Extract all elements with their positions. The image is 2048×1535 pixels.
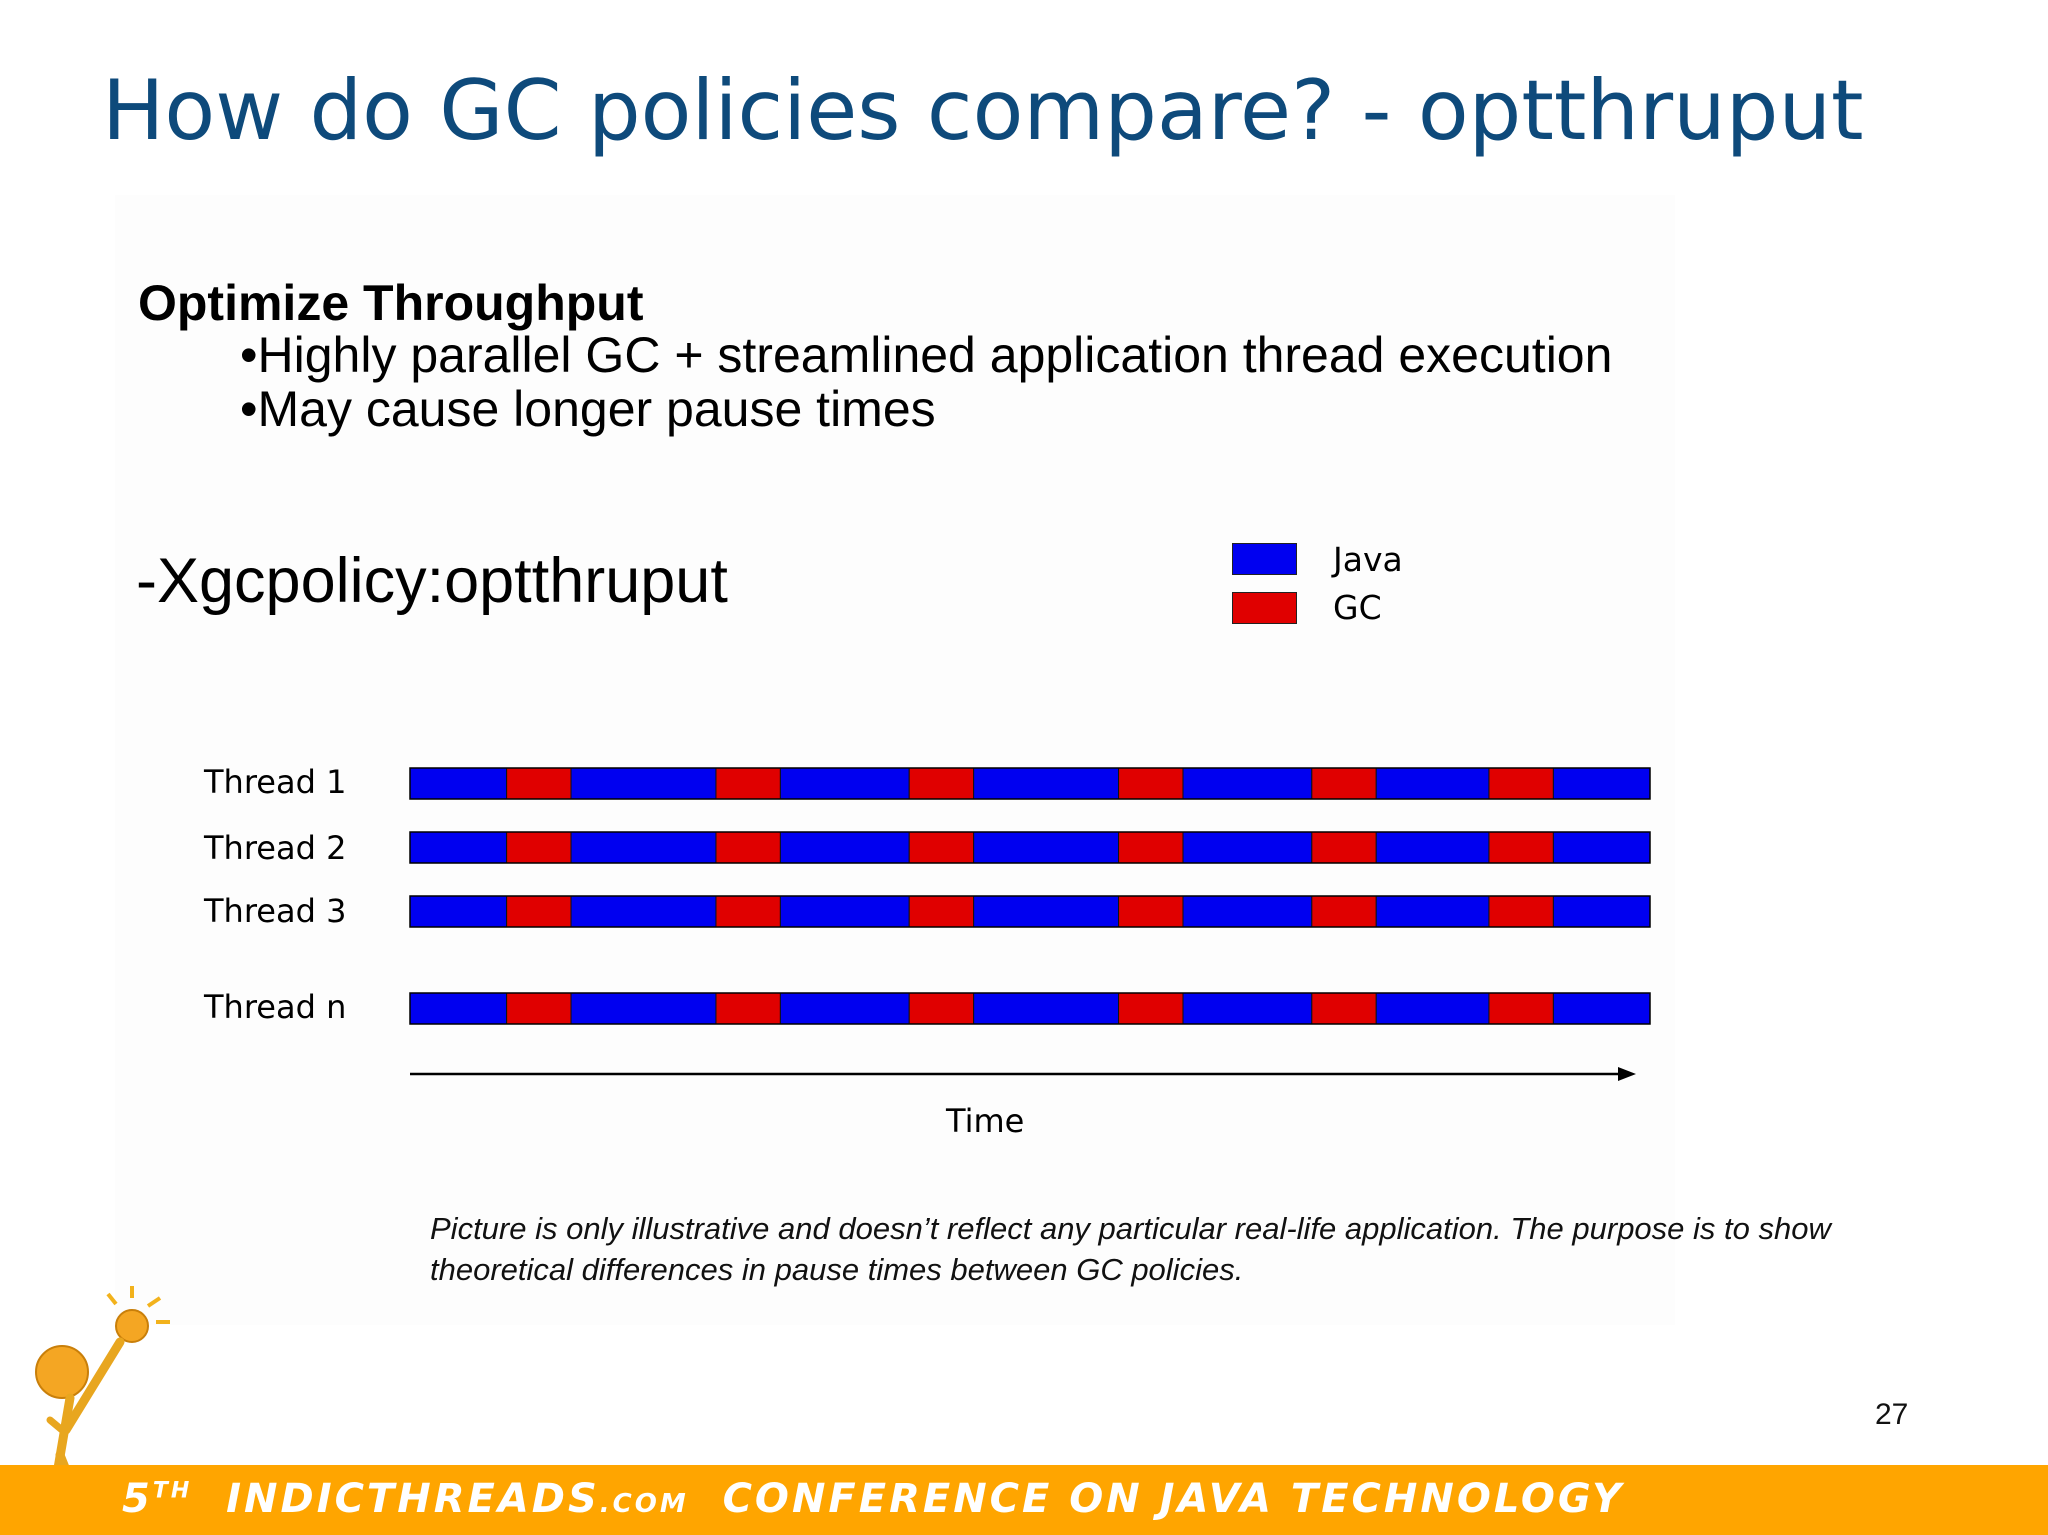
thread-2-gc-segment [1311,831,1377,864]
section-heading: Optimize Throughput [138,275,644,331]
thread-3-gc-segment [1118,895,1184,928]
thread-4-gc-segment [506,992,572,1025]
thread-1-java-segment [973,767,1120,800]
thread-4-java-segment [1375,992,1490,1025]
legend-java-swatch [1232,543,1297,575]
thread-bar-outline [409,992,1651,1025]
thread-4-java-segment [1552,992,1651,1025]
footer-conference-banner: 5TH INDICTHREADS.COM CONFERENCE ON JAVA … [122,1476,1624,1522]
thread-bar-outline [409,895,1651,928]
thread-1-gc-segment [506,767,572,800]
thread-3-gc-segment [1311,895,1377,928]
bullet-item: •Highly parallel GC + streamlined applic… [240,327,1613,383]
thread-1-java-segment [570,767,717,800]
footer-bar [0,1465,2048,1535]
thread-1-java-segment [1375,767,1490,800]
thread-2-java-segment [779,831,910,864]
thread-1-gc-segment [1118,767,1184,800]
footer-brand: INDICTHREADS [226,1476,600,1522]
time-axis-arrowhead [1618,1067,1636,1081]
thread-3-java-segment [1375,895,1490,928]
slide-title: How do GC policies compare? - optthruput [102,62,1864,159]
thread-4-java-segment [409,992,508,1025]
thread-bars [409,767,1651,1025]
thread-1-java-segment [1552,767,1651,800]
thread-bar-outline [409,767,1651,800]
footer-ordinal: 5 [122,1476,153,1522]
thread-2-java-segment [973,831,1120,864]
thread-2-gc-segment [1118,831,1184,864]
thread-2-gc-segment [908,831,975,864]
thread-1-gc-segment [1311,767,1377,800]
disclaimer-note: Picture is only illustrative and doesn’t… [430,1211,1831,1287]
thread-4-gc-segment [1488,992,1554,1025]
bullet-item: •May cause longer pause times [240,381,936,437]
thread-4-java-segment [779,992,910,1025]
footer-brand-suffix: .COM [599,1489,689,1519]
legend-gc-swatch [1232,592,1297,624]
thread-4-gc-segment [715,992,781,1025]
thread-4-gc-segment [1118,992,1184,1025]
footer-ordinal-suffix: TH [152,1478,193,1504]
thread-4-gc-segment [1311,992,1377,1025]
thread-label-n: Thread n [204,988,347,1026]
thread-4-java-segment [570,992,717,1025]
thread-label-3: Thread 3 [204,892,347,930]
thread-1-java-segment [1182,767,1313,800]
thread-label-2: Thread 2 [204,829,347,867]
thread-3-gc-segment [715,895,781,928]
thread-4-java-segment [1182,992,1313,1025]
thread-3-java-segment [570,895,717,928]
thread-3-gc-segment [908,895,975,928]
thread-3-java-segment [1182,895,1313,928]
legend-java-label: Java [1333,540,1403,579]
thread-bar-outline [409,831,1651,864]
thread-2-gc-segment [506,831,572,864]
thread-3-java-segment [779,895,910,928]
thread-3-java-segment [1552,895,1651,928]
thread-2-java-segment [570,831,717,864]
thread-1-gc-segment [715,767,781,800]
thread-2-java-segment [1182,831,1313,864]
thread-1-gc-segment [1488,767,1554,800]
thread-1-java-segment [779,767,910,800]
thread-2-java-segment [409,831,508,864]
thread-4-gc-segment [908,992,975,1025]
thread-2-gc-segment [715,831,781,864]
thread-4-java-segment [973,992,1120,1025]
thread-3-java-segment [973,895,1120,928]
thread-3-gc-segment [506,895,572,928]
legend-gc-label: GC [1333,588,1382,627]
content-panel [115,195,1675,1325]
thread-2-gc-segment [1488,831,1554,864]
thread-1-java-segment [409,767,508,800]
time-axis-label: Time [946,1102,1025,1140]
thread-label-1: Thread 1 [204,763,347,801]
footer-tagline: CONFERENCE ON JAVA TECHNOLOGY [722,1476,1625,1522]
thread-2-java-segment [1375,831,1490,864]
thread-3-java-segment [409,895,508,928]
gc-policy-flag: -Xgcpolicy:optthruput [136,546,728,616]
thread-3-gc-segment [1488,895,1554,928]
page-number: 27 [1875,1398,1909,1431]
thread-2-java-segment [1552,831,1651,864]
thread-1-gc-segment [908,767,975,800]
